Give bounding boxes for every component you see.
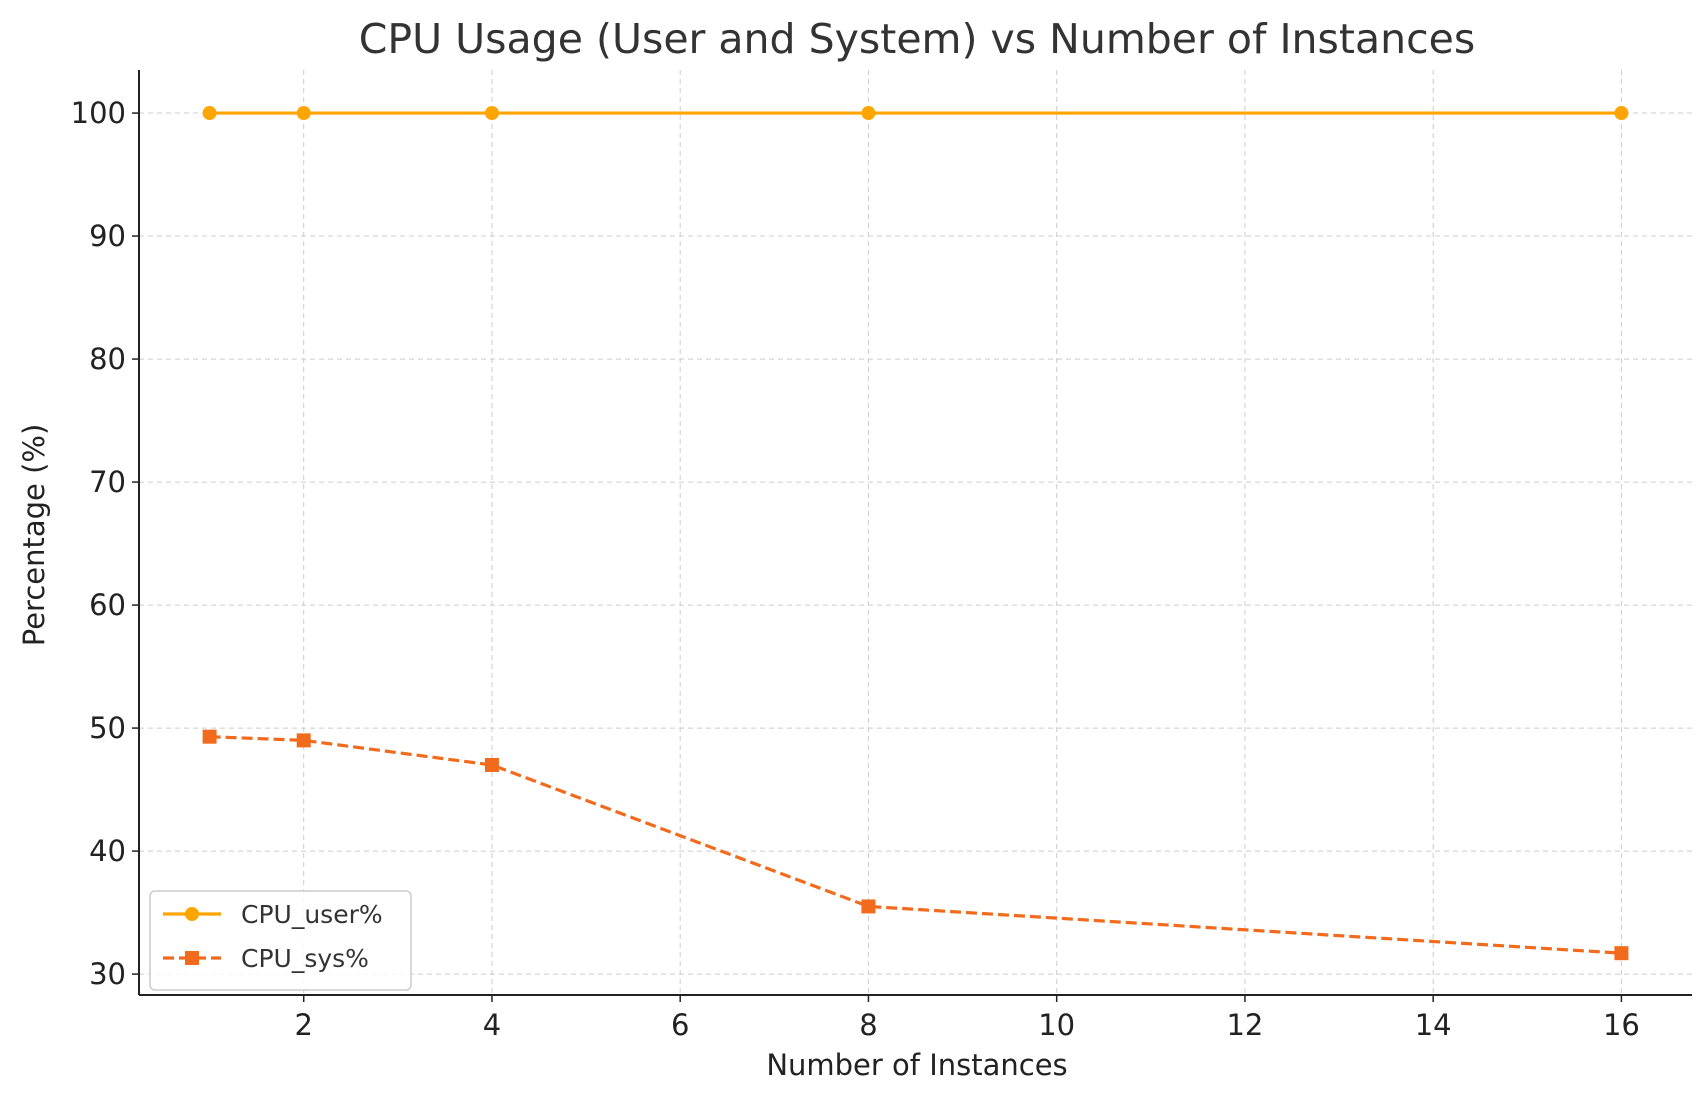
legend-marker — [185, 907, 199, 921]
x-axis-label: Number of Instances — [766, 1048, 1067, 1082]
x-tick-label: 12 — [1226, 1008, 1263, 1042]
x-tick-label: 10 — [1038, 1008, 1075, 1042]
data-point — [861, 106, 876, 121]
data-point — [202, 106, 217, 121]
series-line — [209, 735, 1622, 955]
series-2 — [202, 729, 1629, 961]
x-tick-label: 14 — [1415, 1008, 1452, 1042]
legend-label: CPU_user% — [241, 900, 383, 929]
y-axis-label: Percentage (%) — [17, 424, 51, 647]
x-tick-label: 6 — [671, 1008, 689, 1042]
data-point — [202, 729, 217, 744]
y-tick-label: 30 — [89, 957, 126, 991]
series-1 — [202, 106, 1629, 121]
tick-labels: 2 4 6 8 10 12 14 16 30 40 50 60 70 80 90 100 — [71, 96, 1640, 1042]
legend-entry: CPU_user% — [163, 900, 383, 929]
y-tick-label: 60 — [89, 588, 126, 622]
y-tick-label: 80 — [89, 342, 126, 376]
data-point — [484, 106, 499, 121]
data-point — [484, 757, 499, 772]
x-tick-label: 16 — [1603, 1008, 1640, 1042]
data-point — [1614, 106, 1629, 121]
y-tick-label: 50 — [89, 711, 126, 745]
data-point — [861, 899, 876, 914]
x-tick-label: 4 — [483, 1008, 501, 1042]
y-tick-label: 40 — [89, 834, 126, 868]
y-tick-label: 70 — [89, 465, 126, 499]
y-tick-label: 90 — [89, 219, 126, 253]
legend-box — [149, 890, 412, 991]
data-point — [1614, 946, 1629, 961]
series — [202, 106, 1629, 961]
legend-entry: CPU_sys% — [163, 944, 369, 973]
legend: CPU_user% CPU_sys% — [149, 890, 412, 991]
y-tick-label: 100 — [71, 96, 126, 130]
axes — [132, 70, 1692, 1002]
x-tick-label: 8 — [859, 1008, 877, 1042]
legend-marker — [185, 951, 199, 965]
grid — [139, 70, 1692, 995]
data-point — [296, 106, 311, 121]
x-tick-label: 2 — [294, 1008, 312, 1042]
chart-title: CPU Usage (User and System) vs Number of… — [359, 15, 1475, 63]
legend-label: CPU_sys% — [241, 944, 369, 973]
data-point — [296, 733, 311, 748]
